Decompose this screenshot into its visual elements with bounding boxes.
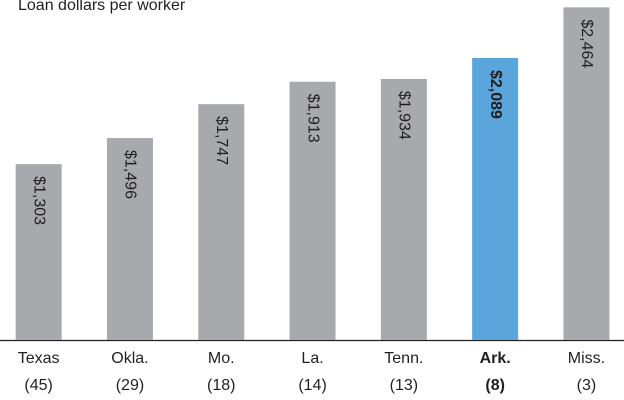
x-tick-note: (29) (116, 377, 144, 394)
x-tick-note: (14) (298, 377, 326, 394)
bar (106, 138, 153, 340)
bar (563, 7, 610, 341)
x-tick-label: Texas (18, 350, 60, 367)
value-label: $1,934 (396, 91, 413, 140)
x-tick-label: Ark. (480, 350, 511, 367)
value-label: $2,464 (578, 19, 595, 68)
x-tick-label: La. (301, 350, 323, 367)
x-tick-label: Mo. (208, 350, 235, 367)
x-tick-label: Okla. (111, 350, 148, 367)
value-label: $1,747 (213, 116, 230, 165)
value-label: $2,089 (487, 70, 504, 119)
bar (198, 104, 245, 340)
bar (380, 78, 427, 340)
x-tick-label: Miss. (568, 350, 605, 367)
x-tick-note: (3) (577, 377, 597, 394)
value-label: $1,496 (122, 150, 139, 199)
x-tick-label: Tenn. (384, 350, 423, 367)
bar (472, 57, 519, 341)
value-label: $1,913 (304, 94, 321, 143)
chart-title: Loan dollars per worker (18, 0, 186, 14)
bar (15, 164, 62, 340)
x-tick-note: (8) (485, 377, 505, 394)
bar (289, 81, 336, 341)
x-tick-note: (13) (390, 377, 418, 394)
x-tick-note: (18) (207, 377, 235, 394)
value-label: $1,303 (30, 176, 47, 225)
x-tick-note: (45) (24, 377, 52, 394)
